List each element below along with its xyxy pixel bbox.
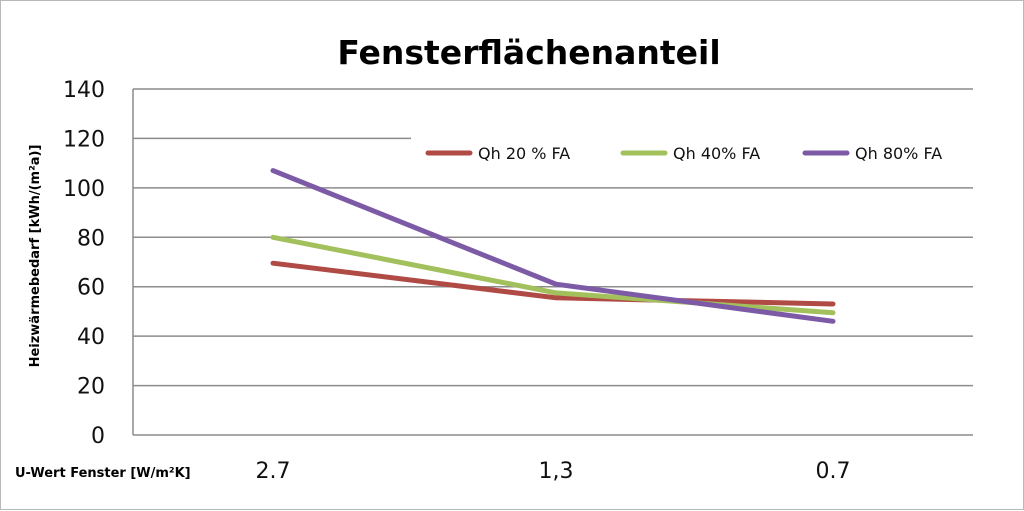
series-lines	[270, 168, 836, 324]
legend-label-2: Qh 80% FA	[855, 144, 942, 163]
y-tick-label-20: 20	[77, 375, 105, 400]
legend-label-0: Qh 20 % FA	[478, 144, 570, 163]
y-tick-label-40: 40	[77, 325, 105, 350]
series-line-0	[270, 260, 836, 307]
x-axis-label: U-Wert Fenster [W/m²K]	[15, 466, 191, 481]
y-tick-label-100: 100	[63, 177, 105, 202]
series-line-1	[270, 234, 836, 316]
legend-label-1: Qh 40% FA	[673, 144, 760, 163]
y-tick-label-60: 60	[77, 276, 105, 301]
series-line-2	[270, 168, 836, 324]
legend-background	[411, 129, 981, 175]
x-tick-label-2: 0.7	[816, 459, 851, 484]
y-tick-label-0: 0	[91, 424, 105, 449]
y-tick-label-140: 140	[63, 78, 105, 103]
chart-title: Fensterflächenanteil	[337, 33, 720, 72]
y-tick-label-80: 80	[77, 226, 105, 251]
legend: Qh 20 % FA Qh 40% FA Qh 80% FA	[425, 144, 942, 163]
y-tick-labels: 0 20 40 60 80 100 120 140	[63, 78, 105, 449]
x-tick-label-1: 1,3	[539, 459, 574, 484]
y-axis-label: Heizwärmebedarf [kWh/(m²a)]	[28, 145, 43, 368]
y-tick-label-120: 120	[63, 127, 105, 152]
x-tick-label-0: 2.7	[256, 459, 291, 484]
x-tick-labels: 2.7 1,3 0.7	[256, 459, 851, 484]
